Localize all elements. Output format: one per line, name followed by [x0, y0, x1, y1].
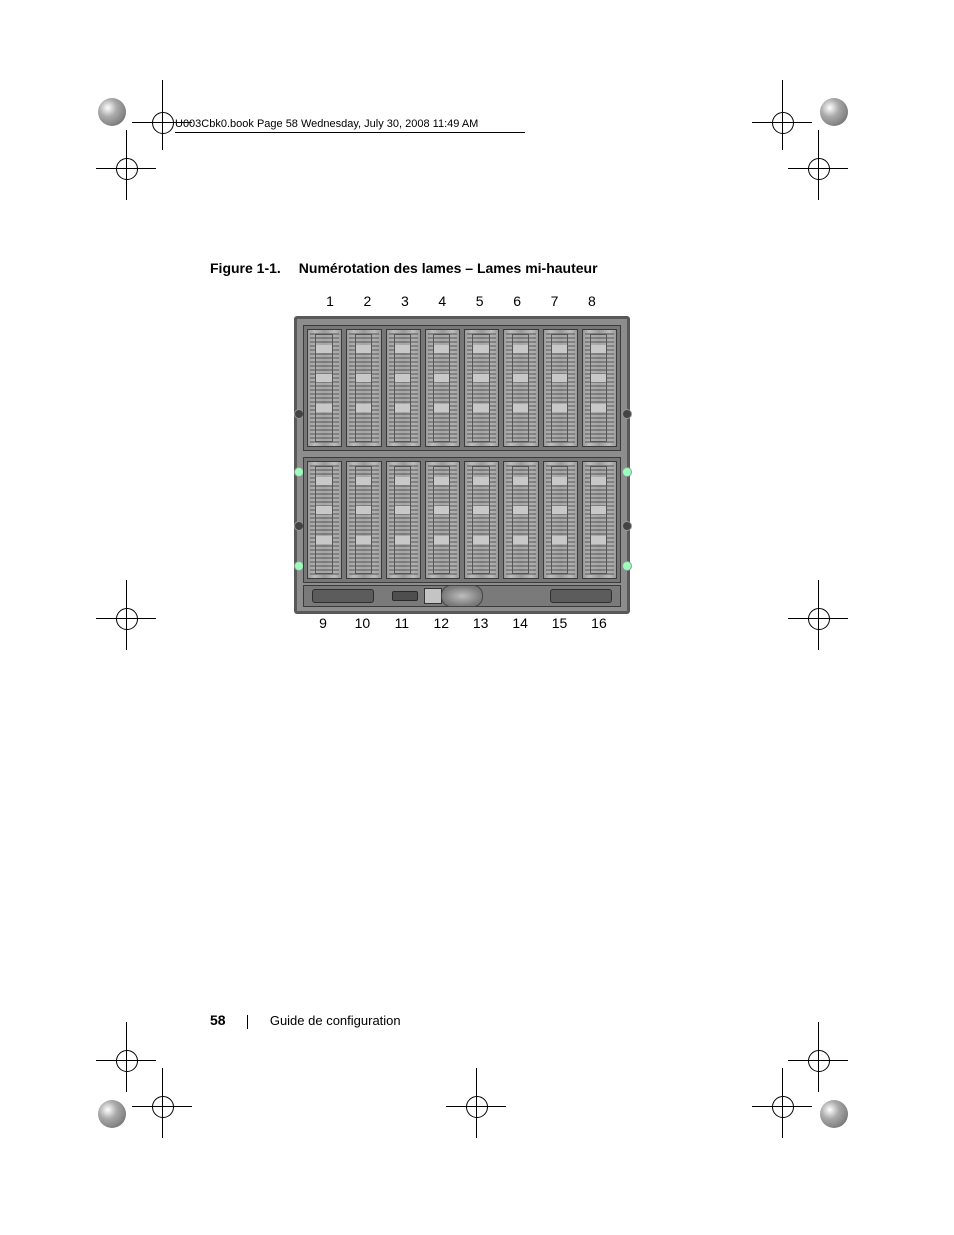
crop-line: [788, 1060, 848, 1061]
crop-ring-icon: [808, 608, 830, 630]
crop-line: [446, 1106, 506, 1107]
crop-line: [126, 1022, 127, 1092]
page-footer: 58 Guide de configuration: [210, 1012, 401, 1029]
blade-number: 10: [344, 615, 380, 631]
crop-line: [126, 580, 127, 650]
blade-slot: [503, 329, 538, 447]
blade-slot: [425, 329, 460, 447]
crop-ring-icon: [116, 158, 138, 180]
blade-number: 2: [349, 293, 385, 309]
section-title: Guide de configuration: [270, 1013, 401, 1028]
crop-ring-icon: [152, 1096, 174, 1118]
blade-slot: [346, 329, 381, 447]
footer-separator: [247, 1015, 248, 1029]
blade-slot: [307, 329, 342, 447]
lcd-panel-icon: [424, 588, 442, 604]
crop-line: [788, 168, 848, 169]
crop-line: [96, 168, 156, 169]
blade-number: 4: [424, 293, 460, 309]
crop-line: [752, 1106, 812, 1107]
bottom-number-row: 9 10 11 12 13 14 15 16: [305, 615, 617, 631]
blade-row-bottom: [303, 457, 621, 583]
figure-label: Figure 1-1.: [210, 260, 281, 276]
blade-slot: [464, 461, 499, 579]
crop-line: [162, 80, 163, 150]
blade-number: 13: [463, 615, 499, 631]
crop-ring-icon: [808, 1050, 830, 1072]
blade-slot: [425, 461, 460, 579]
led-icon: [622, 467, 632, 477]
screw-hole-icon: [622, 409, 632, 419]
blade-number: 11: [384, 615, 420, 631]
crop-ring-icon: [116, 1050, 138, 1072]
running-header: U003Cbk0.book Page 58 Wednesday, July 30…: [175, 118, 525, 133]
crop-circle-icon: [98, 98, 126, 126]
screw-hole-icon: [622, 521, 632, 531]
crop-line: [782, 1068, 783, 1138]
blade-number: 7: [537, 293, 573, 309]
chassis-bottom-panel: [303, 585, 621, 607]
crop-line: [476, 1068, 477, 1138]
crop-line: [96, 1060, 156, 1061]
crop-line: [818, 130, 819, 200]
crop-ring-icon: [808, 158, 830, 180]
blade-number: 8: [574, 293, 610, 309]
blade-slot: [582, 329, 617, 447]
dvd-slot-icon: [392, 591, 418, 601]
crop-line: [818, 1022, 819, 1092]
blade-chassis-diagram: [294, 316, 630, 614]
blade-number: 9: [305, 615, 341, 631]
blade-number: 16: [581, 615, 617, 631]
blade-slot: [346, 461, 381, 579]
blade-slot: [503, 461, 538, 579]
blade-slot: [307, 461, 342, 579]
blade-number: 14: [502, 615, 538, 631]
blade-slot: [386, 329, 421, 447]
crop-circle-icon: [820, 1100, 848, 1128]
page-number: 58: [210, 1012, 226, 1028]
crop-circle-icon: [98, 1100, 126, 1128]
crop-ring-icon: [772, 112, 794, 134]
top-number-row: 1 2 3 4 5 6 7 8: [312, 293, 610, 309]
crop-line: [818, 580, 819, 650]
crop-line: [126, 130, 127, 200]
blade-row-top: [303, 325, 621, 451]
crop-line: [162, 1068, 163, 1138]
blade-number: 3: [387, 293, 423, 309]
page-root: U003Cbk0.book Page 58 Wednesday, July 30…: [0, 0, 954, 1235]
blade-number: 15: [542, 615, 578, 631]
blade-number: 12: [423, 615, 459, 631]
crop-line: [96, 618, 156, 619]
blade-slot: [464, 329, 499, 447]
crop-line: [788, 618, 848, 619]
blade-number: 5: [462, 293, 498, 309]
crop-circle-icon: [820, 98, 848, 126]
crop-line: [782, 80, 783, 150]
blade-slot: [543, 329, 578, 447]
crop-ring-icon: [466, 1096, 488, 1118]
crop-line: [752, 122, 812, 123]
chassis-handle-icon: [312, 589, 374, 603]
chassis-ear-left: [294, 319, 302, 611]
blade-slot: [386, 461, 421, 579]
chassis-inner: [303, 325, 621, 583]
blade-number: 6: [499, 293, 535, 309]
crop-ring-icon: [152, 112, 174, 134]
chassis-handle-icon: [550, 589, 612, 603]
crop-ring-icon: [772, 1096, 794, 1118]
chassis-center-icon: [441, 585, 483, 607]
figure-caption: Figure 1-1. Numérotation des lames – Lame…: [210, 260, 598, 276]
crop-line: [132, 1106, 192, 1107]
blade-number: 1: [312, 293, 348, 309]
blade-slot: [543, 461, 578, 579]
chassis-ear-right: [622, 319, 630, 611]
led-icon: [622, 561, 632, 571]
crop-ring-icon: [116, 608, 138, 630]
blade-slot: [582, 461, 617, 579]
figure-title: Numérotation des lames – Lames mi-hauteu…: [299, 260, 598, 276]
